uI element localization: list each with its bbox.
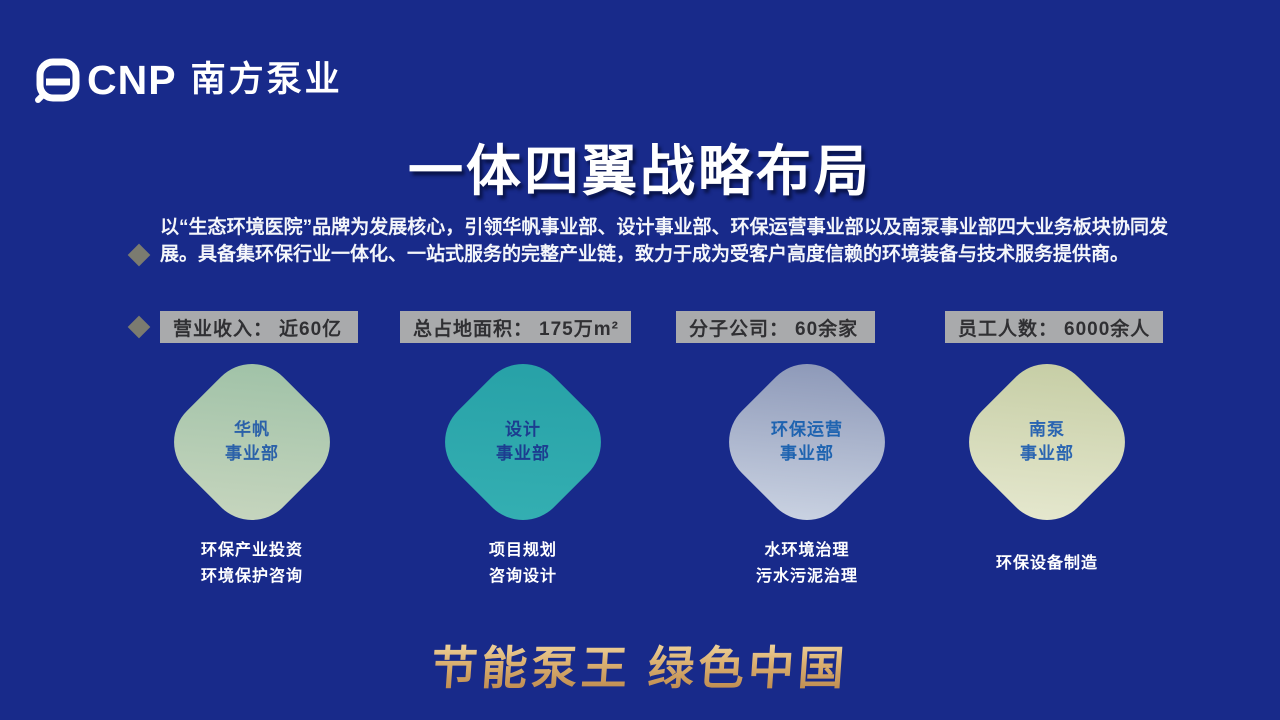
division-description-nanpump: 环保设备制造 bbox=[937, 551, 1157, 577]
stat-label: 总占地面积： bbox=[413, 318, 534, 340]
stat-box-revenue: 营业收入： 近60亿 bbox=[160, 311, 358, 343]
stat-label: 营业收入： bbox=[173, 318, 274, 340]
stat-value: 175万m² bbox=[539, 318, 619, 340]
division-name-line: 华帆 bbox=[234, 420, 270, 439]
division-name-line: 设计 bbox=[505, 420, 541, 439]
division-name: 环保运营 事业部 bbox=[739, 374, 875, 510]
stat-label: 员工人数： bbox=[958, 318, 1059, 340]
stat-box-subsidiaries: 分子公司： 60余家 bbox=[676, 311, 875, 343]
stat-value: 60余家 bbox=[795, 318, 859, 340]
division-shape: 南泵 事业部 bbox=[950, 345, 1144, 539]
division-desc-line: 污水污泥治理 bbox=[755, 568, 858, 585]
division-name-line: 南泵 bbox=[1029, 420, 1065, 439]
division-shape: 设计 事业部 bbox=[426, 345, 620, 539]
division-desc-line: 环境保护咨询 bbox=[200, 568, 303, 585]
stat-value: 近60亿 bbox=[279, 318, 343, 340]
division-desc-line: 环保设备制造 bbox=[995, 555, 1098, 572]
page-title: 一体四翼战略布局 bbox=[407, 140, 872, 202]
division-name: 华帆 事业部 bbox=[184, 374, 320, 510]
division-name-line: 事业部 bbox=[1020, 444, 1074, 463]
division-name: 南泵 事业部 bbox=[979, 374, 1115, 510]
division-blob-nanpump: 南泵 事业部 bbox=[950, 345, 1144, 539]
division-description-design: 项目规划 咨询设计 bbox=[413, 538, 633, 590]
division-shape: 环保运营 事业部 bbox=[710, 345, 904, 539]
division-blob-design: 设计 事业部 bbox=[426, 345, 620, 539]
stat-value: 6000余人 bbox=[1064, 318, 1151, 340]
stat-label: 分子公司： bbox=[689, 318, 790, 340]
stat-box-employees: 员工人数： 6000余人 bbox=[945, 311, 1163, 343]
brand-logo: CNP 南方泵业 bbox=[35, 56, 343, 104]
division-desc-line: 咨询设计 bbox=[488, 568, 557, 585]
division-blob-huafan: 华帆 事业部 bbox=[155, 345, 349, 539]
footer-slogan: 节能泵王 绿色中国 bbox=[0, 632, 1280, 698]
brand-name: CNP bbox=[87, 57, 177, 103]
division-desc-line: 水环境治理 bbox=[764, 542, 850, 559]
division-desc-line: 环保产业投资 bbox=[200, 542, 303, 559]
cnp-pump-logo-icon bbox=[35, 57, 81, 103]
stat-box-land-area: 总占地面积： 175万m² bbox=[400, 311, 631, 343]
intro-paragraph: 以“生态环境医院”品牌为发展核心，引领华帆事业部、设计事业部、环保运营事业部以及… bbox=[160, 217, 1168, 265]
division-name-line: 事业部 bbox=[225, 444, 279, 463]
division-name-line: 环保运营 bbox=[771, 420, 843, 439]
diamond-bullet-icon bbox=[127, 315, 151, 339]
division-name-line: 事业部 bbox=[496, 444, 550, 463]
diamond-bullet-icon bbox=[127, 243, 151, 267]
division-name: 设计 事业部 bbox=[455, 374, 591, 510]
division-description-huafan: 环保产业投资 环境保护咨询 bbox=[142, 538, 362, 590]
division-desc-line: 项目规划 bbox=[488, 542, 557, 559]
division-description-env-operation: 水环境治理 污水污泥治理 bbox=[697, 538, 917, 590]
division-shape: 华帆 事业部 bbox=[155, 345, 349, 539]
division-name-line: 事业部 bbox=[780, 444, 834, 463]
company-name: 南方泵业 bbox=[190, 60, 343, 99]
division-blob-env-operation: 环保运营 事业部 bbox=[710, 345, 904, 539]
